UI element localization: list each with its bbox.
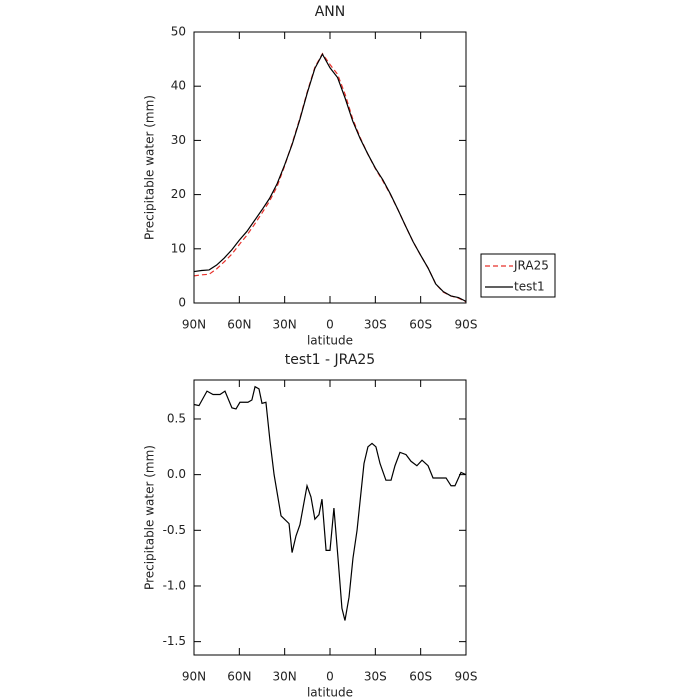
y-tick-label: 0.5 (167, 411, 186, 425)
y-tick-label: 30 (171, 133, 186, 147)
y-axis-label: Precipitable water (mm) (143, 95, 157, 240)
y-tick-label: 0 (178, 296, 186, 310)
y-tick-label: -1.5 (163, 634, 186, 648)
legend-box (480, 253, 556, 298)
x-tick-label: 0 (326, 318, 334, 332)
y-tick-label: -0.5 (163, 523, 186, 537)
plot-frame (193, 379, 467, 656)
plot-frame (193, 31, 467, 304)
panel-title: ANN (315, 4, 346, 20)
series-line (193, 52, 467, 302)
data-line (193, 385, 467, 621)
x-tick-label: 30S (364, 670, 387, 684)
x-tick-label: 60S (409, 670, 432, 684)
y-tick-label: -1.0 (163, 578, 186, 592)
x-axis-label: latitude (307, 686, 353, 700)
x-tick-label: 30S (364, 318, 387, 332)
x-tick-label: 60S (409, 318, 432, 332)
y-tick-label: 50 (171, 25, 186, 39)
y-tick-label: 20 (171, 187, 186, 201)
series-line (193, 52, 467, 303)
x-tick-label: 30N (273, 318, 297, 332)
x-tick-label: 90N (182, 670, 206, 684)
x-tick-label: 90S (455, 670, 478, 684)
y-tick-label: 40 (171, 79, 186, 93)
x-tick-label: 90N (182, 318, 206, 332)
panel-title: test1 - JRA25 (285, 352, 375, 368)
legend-label: test1 (514, 280, 545, 294)
x-tick-label: 60N (227, 670, 251, 684)
x-axis-label: latitude (307, 334, 353, 348)
y-axis-label: Precipitable water (mm) (143, 445, 157, 590)
y-tick-label: 0.0 (167, 467, 186, 481)
x-tick-label: 60N (227, 318, 251, 332)
x-tick-label: 0 (326, 670, 334, 684)
legend-label: JRA25 (513, 259, 549, 273)
y-tick-label: 10 (171, 241, 186, 255)
x-tick-label: 30N (273, 670, 297, 684)
x-tick-label: 90S (455, 318, 478, 332)
